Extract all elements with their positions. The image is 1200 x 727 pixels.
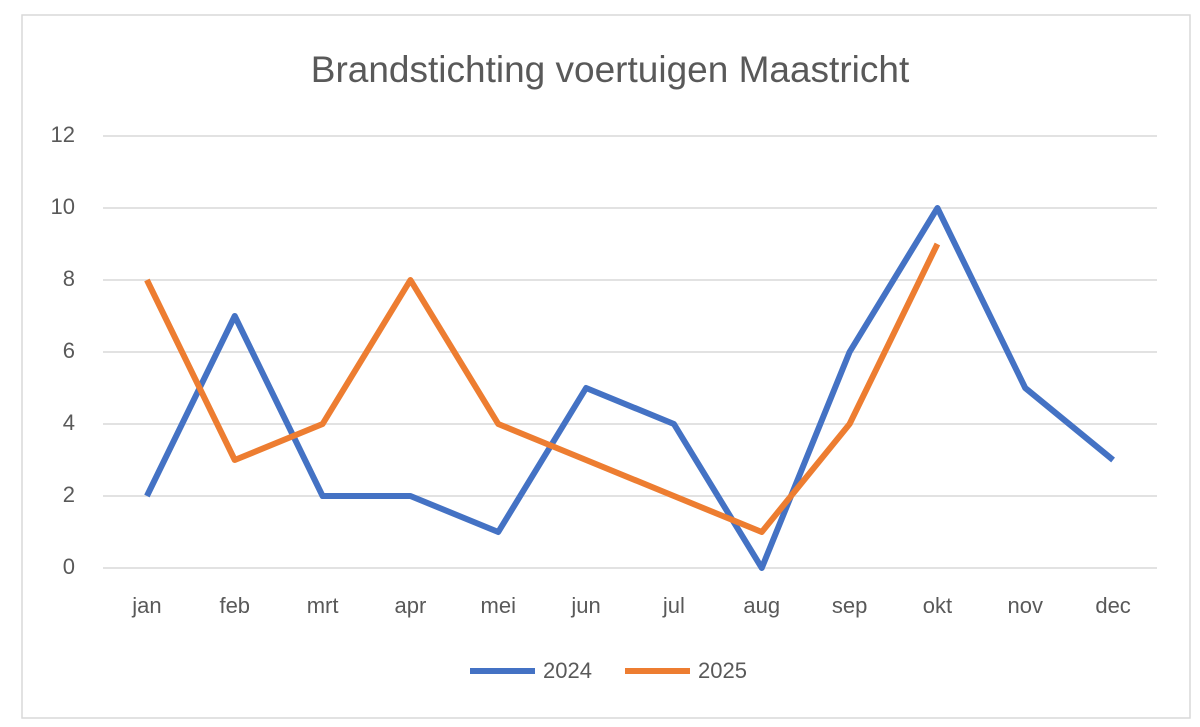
y-tick-label: 10 — [51, 194, 75, 219]
x-tick-label: aug — [743, 593, 780, 618]
y-tick-label: 0 — [63, 554, 75, 579]
legend-label: 2025 — [698, 658, 747, 683]
x-tick-label: jul — [662, 593, 685, 618]
x-tick-label: apr — [395, 593, 427, 618]
line-series — [144, 205, 1115, 571]
legend-label: 2024 — [543, 658, 592, 683]
y-tick-label: 2 — [63, 482, 75, 507]
chart-title: Brandstichting voertuigen Maastricht — [311, 49, 910, 90]
y-tick-label: 6 — [63, 338, 75, 363]
x-tick-label: okt — [923, 593, 952, 618]
y-tick-label: 4 — [63, 410, 75, 435]
line-series — [144, 242, 941, 535]
y-tick-label: 12 — [51, 122, 75, 147]
x-tick-label: dec — [1095, 593, 1130, 618]
x-tick-label: sep — [832, 593, 867, 618]
x-tick-label: nov — [1008, 593, 1043, 618]
chart-frame — [21, 14, 1191, 719]
x-tick-label: feb — [219, 593, 250, 618]
x-tick-label: jun — [570, 593, 600, 618]
y-tick-label: 8 — [63, 266, 75, 291]
x-tick-label: jan — [131, 593, 161, 618]
x-tick-label: mei — [481, 593, 516, 618]
x-tick-label: mrt — [307, 593, 339, 618]
